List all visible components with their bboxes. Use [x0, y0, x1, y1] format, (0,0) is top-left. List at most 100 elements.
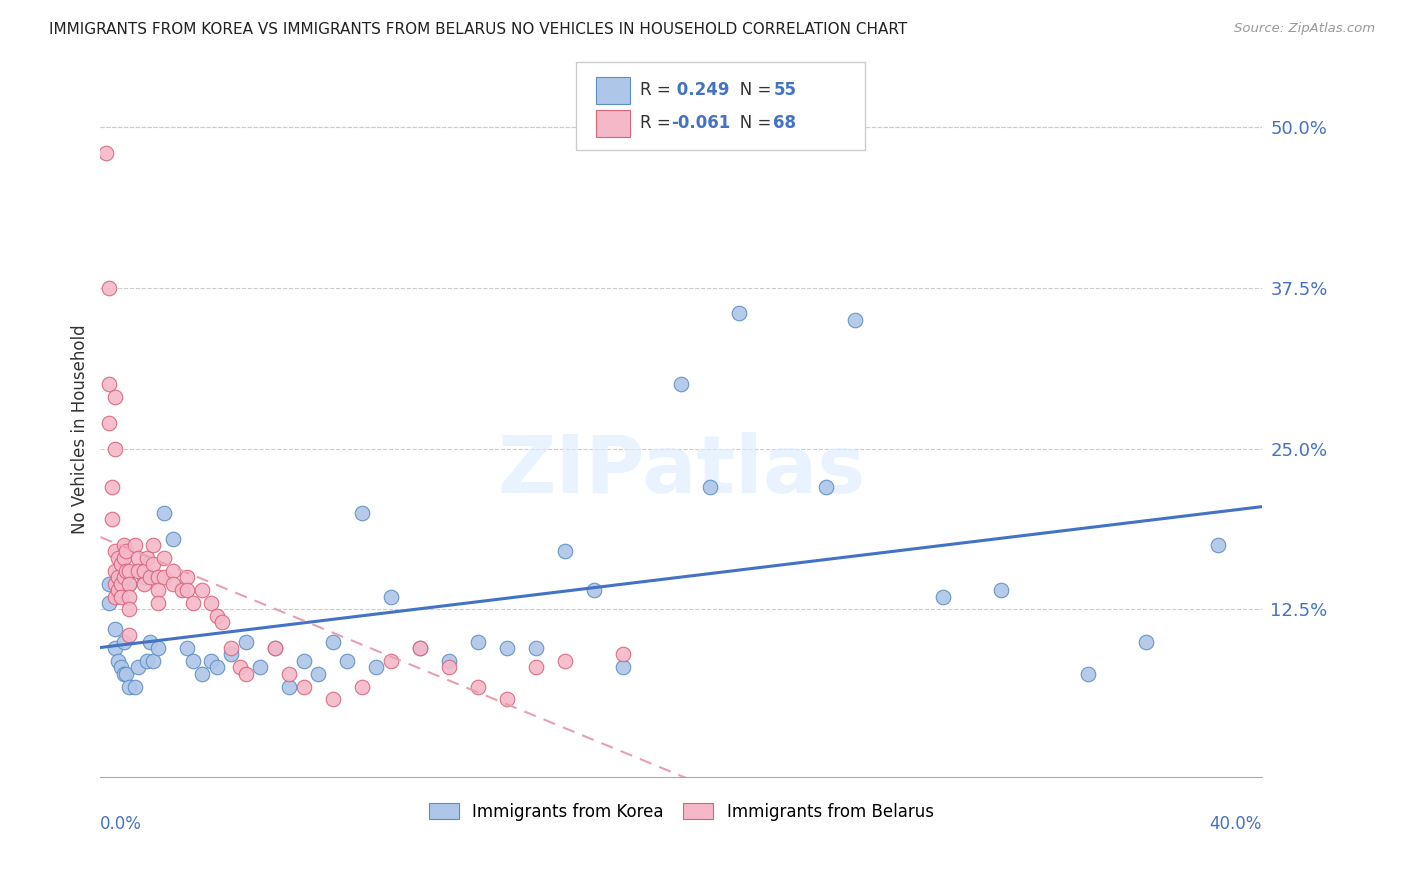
- Point: [110, 558, 132, 572]
- Point: [409, 640, 432, 655]
- Point: [380, 590, 402, 604]
- Point: [350, 680, 373, 694]
- Point: [132, 576, 155, 591]
- Point: [162, 564, 184, 578]
- Point: [524, 640, 547, 655]
- Point: [612, 648, 634, 662]
- Text: IMMIGRANTS FROM KOREA VS IMMIGRANTS FROM BELARUS NO VEHICLES IN HOUSEHOLD CORREL: IMMIGRANTS FROM KOREA VS IMMIGRANTS FROM…: [49, 22, 907, 37]
- Point: [153, 506, 176, 520]
- Point: [124, 538, 146, 552]
- Point: [278, 680, 301, 694]
- Point: [101, 480, 124, 494]
- Point: [148, 640, 170, 655]
- Point: [200, 654, 222, 668]
- Legend: Immigrants from Korea, Immigrants from Belarus: Immigrants from Korea, Immigrants from B…: [422, 796, 941, 828]
- Point: [104, 442, 127, 456]
- Point: [112, 634, 135, 648]
- Point: [98, 377, 121, 392]
- Point: [98, 281, 121, 295]
- Point: [162, 532, 184, 546]
- Text: ZIPatlas: ZIPatlas: [498, 432, 865, 510]
- Point: [138, 634, 160, 648]
- Point: [148, 583, 170, 598]
- Y-axis label: No Vehicles in Household: No Vehicles in Household: [72, 325, 89, 534]
- Point: [104, 640, 127, 655]
- Point: [96, 145, 118, 160]
- Point: [107, 570, 129, 584]
- Point: [162, 576, 184, 591]
- Point: [115, 666, 138, 681]
- Point: [1208, 538, 1230, 552]
- Point: [249, 660, 271, 674]
- Point: [110, 576, 132, 591]
- Point: [176, 640, 198, 655]
- Point: [292, 654, 315, 668]
- Point: [554, 654, 576, 668]
- Point: [336, 654, 359, 668]
- Point: [467, 634, 489, 648]
- Point: [104, 590, 127, 604]
- Point: [931, 590, 953, 604]
- Point: [467, 680, 489, 694]
- Point: [235, 666, 257, 681]
- Point: [229, 660, 252, 674]
- Point: [142, 558, 165, 572]
- Text: N =: N =: [724, 81, 776, 99]
- Point: [292, 680, 315, 694]
- Point: [118, 680, 141, 694]
- Point: [437, 654, 460, 668]
- Point: [98, 416, 121, 430]
- Point: [728, 306, 751, 320]
- Text: N =: N =: [724, 114, 776, 132]
- Point: [118, 602, 141, 616]
- Text: R =: R =: [640, 81, 676, 99]
- Point: [1077, 666, 1099, 681]
- Point: [118, 576, 141, 591]
- Point: [98, 576, 121, 591]
- Point: [135, 550, 157, 565]
- Point: [101, 512, 124, 526]
- Point: [263, 640, 285, 655]
- Point: [170, 583, 193, 598]
- Point: [380, 654, 402, 668]
- Point: [148, 596, 170, 610]
- Point: [132, 564, 155, 578]
- Point: [496, 640, 519, 655]
- Point: [409, 640, 432, 655]
- Point: [110, 590, 132, 604]
- Point: [127, 564, 149, 578]
- Point: [112, 550, 135, 565]
- Point: [107, 654, 129, 668]
- Point: [219, 640, 242, 655]
- Point: [844, 313, 866, 327]
- Text: 55: 55: [773, 81, 796, 99]
- Point: [200, 596, 222, 610]
- Point: [110, 660, 132, 674]
- Point: [205, 608, 228, 623]
- Point: [118, 576, 141, 591]
- Point: [127, 550, 149, 565]
- Point: [112, 538, 135, 552]
- Point: [104, 544, 127, 558]
- Point: [1135, 634, 1157, 648]
- Point: [127, 660, 149, 674]
- Point: [307, 666, 329, 681]
- Point: [191, 666, 214, 681]
- Point: [138, 570, 160, 584]
- Point: [263, 640, 285, 655]
- Point: [366, 660, 388, 674]
- Point: [118, 590, 141, 604]
- Point: [118, 564, 141, 578]
- Text: 0.249: 0.249: [671, 81, 730, 99]
- Point: [112, 666, 135, 681]
- Point: [322, 692, 344, 706]
- Point: [176, 570, 198, 584]
- Point: [98, 596, 121, 610]
- Point: [124, 680, 146, 694]
- Point: [583, 583, 606, 598]
- Point: [132, 570, 155, 584]
- Text: Source: ZipAtlas.com: Source: ZipAtlas.com: [1234, 22, 1375, 36]
- Point: [612, 660, 634, 674]
- Point: [104, 564, 127, 578]
- Point: [107, 550, 129, 565]
